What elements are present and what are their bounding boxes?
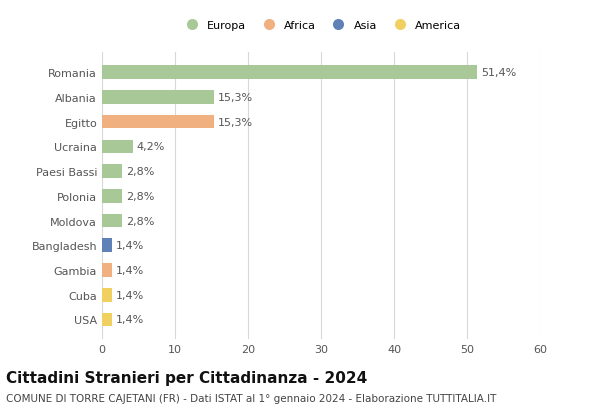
Bar (102, 66, 477, 80)
Text: 15,3%: 15,3% (217, 93, 253, 103)
Text: Cittadini Stranieri per Cittadinanza - 2024: Cittadini Stranieri per Cittadinanza - 2… (6, 370, 367, 385)
Text: 1,4%: 1,4% (116, 315, 144, 325)
Text: 1,4%: 1,4% (116, 290, 144, 300)
Text: COMUNE DI TORRE CAJETANI (FR) - Dati ISTAT al 1° gennaio 2024 - Elaborazione TUT: COMUNE DI TORRE CAJETANI (FR) - Dati IST… (6, 393, 496, 403)
Text: 2,8%: 2,8% (126, 166, 154, 177)
Bar (102, 239, 112, 252)
Bar (102, 313, 112, 326)
Bar (102, 165, 122, 178)
Text: 1,4%: 1,4% (116, 265, 144, 275)
Text: 51,4%: 51,4% (481, 68, 516, 78)
Bar (102, 288, 112, 302)
Text: 15,3%: 15,3% (217, 117, 253, 127)
Bar (102, 263, 112, 277)
Bar (102, 189, 122, 203)
Bar (102, 115, 214, 129)
Text: 1,4%: 1,4% (116, 240, 144, 251)
Text: 2,8%: 2,8% (126, 191, 154, 201)
Bar (102, 91, 214, 104)
Text: 4,2%: 4,2% (136, 142, 164, 152)
Bar (102, 140, 133, 154)
Text: 2,8%: 2,8% (126, 216, 154, 226)
Bar (102, 214, 122, 228)
Legend: Europa, Africa, Asia, America: Europa, Africa, Asia, America (178, 19, 464, 33)
